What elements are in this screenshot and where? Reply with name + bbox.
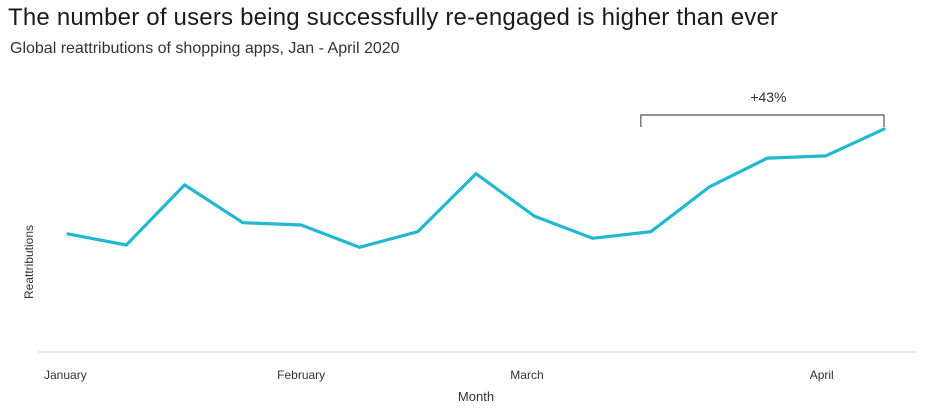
chart-title: The number of users being successfully r…	[8, 4, 779, 31]
annotation-label: +43%	[750, 89, 786, 105]
x-tick-label: January	[44, 368, 87, 382]
series-line	[66, 127, 886, 249]
chart-subtitle: Global reattributions of shopping apps, …	[10, 40, 400, 57]
x-tick-label: April	[810, 368, 834, 382]
x-tick-label: February	[277, 368, 325, 382]
x-axis-label: Month	[458, 389, 494, 404]
annotation-bracket	[640, 114, 885, 127]
x-tick-label: March	[510, 368, 543, 382]
y-axis-label: Reattributions	[22, 225, 36, 299]
